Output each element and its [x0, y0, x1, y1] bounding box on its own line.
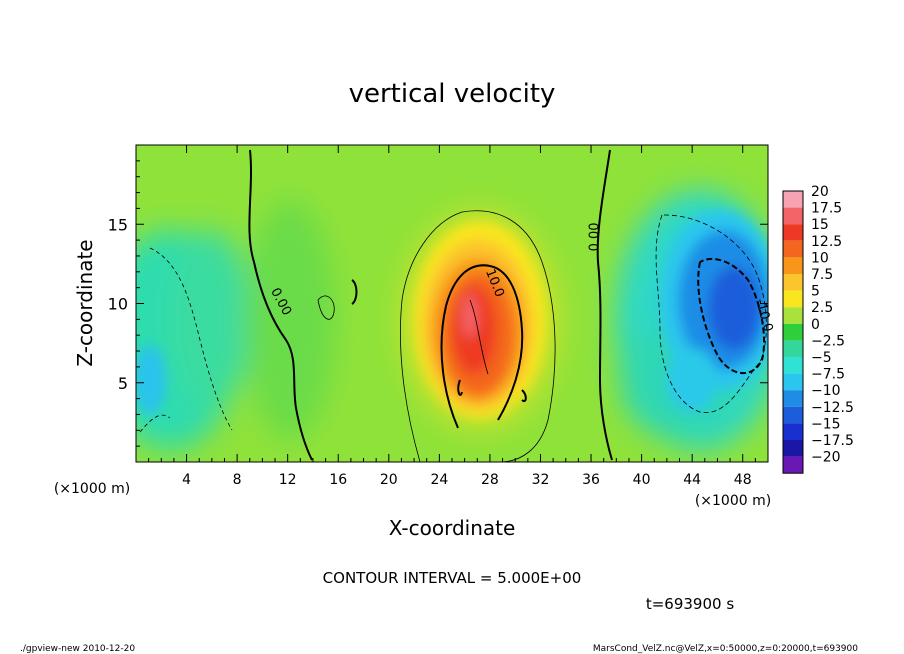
colorbar-label: 0 [811, 317, 820, 333]
colorbar-label: 7.5 [811, 267, 833, 283]
colorbar-label: 17.5 [811, 201, 842, 217]
colorbar-label: −7.5 [811, 367, 845, 383]
colorbar-cell [783, 307, 803, 324]
x-axis-ticks: 4 8 12 16 20 24 28 32 36 40 44 48 [148, 145, 756, 488]
colorbar-label: 12.5 [811, 234, 842, 250]
contour-minus-ten [697, 257, 765, 375]
plot-area [136, 145, 768, 462]
x-tick-label: 32 [532, 472, 550, 488]
colorbar-frame [782, 190, 804, 474]
colorbar-label: 2.5 [811, 300, 833, 316]
x-tick-label: 12 [279, 472, 297, 488]
chart-title: vertical velocity [349, 79, 556, 109]
x-tick-label: 28 [481, 472, 499, 488]
contour-fifteen [469, 299, 489, 375]
contour-ten [440, 264, 524, 429]
colorbar-label: −10 [811, 383, 841, 399]
colorbar-cell [783, 373, 803, 391]
colorbar-label: −17.5 [811, 433, 854, 449]
footer-right: MarsCond_VelZ.nc@VelZ,x=0:50000,z=0:2000… [593, 644, 858, 654]
colorbar-cell [783, 257, 803, 274]
x-tick-label: 8 [233, 472, 242, 488]
x-unit-left: (×1000 m) [54, 481, 130, 497]
x-tick-label: 24 [430, 472, 448, 488]
y-axis-label: Z-coordinate [73, 239, 97, 366]
colorbar-cell [783, 423, 803, 440]
x-tick-label: 20 [380, 472, 398, 488]
colorbar-label: −15 [811, 416, 841, 432]
colorbar-cell [783, 224, 803, 241]
x-tick-label: 4 [182, 472, 191, 488]
colorbar-label: −2.5 [811, 333, 845, 349]
contour-label: 0.00 [588, 222, 603, 251]
y-axis-ticks: 5 10 15 [108, 160, 768, 447]
colorbar-cell [783, 357, 803, 374]
contour-five [400, 210, 556, 462]
x-tick-label: 44 [683, 472, 701, 488]
contour-small-2 [351, 279, 358, 305]
colorbar-cell [783, 456, 803, 474]
contour-zero-left [248, 149, 313, 461]
colorbar-cell [783, 406, 803, 424]
contour-zero-right [596, 149, 613, 461]
colorbar-label: −12.5 [811, 400, 854, 416]
time-label: t=693900 s [646, 595, 734, 613]
colorbar-cell [783, 340, 803, 357]
colorbar-cell [783, 390, 803, 407]
contour-lines [139, 149, 767, 462]
x-tick-label: 48 [734, 472, 752, 488]
colorbar-cell [783, 207, 803, 225]
colorbar-label: 10 [811, 250, 829, 266]
colorbar-cell [783, 323, 803, 341]
colorbar: 2017.51512.5107.552.50−2.5−5−7.5−10−12.5… [782, 184, 854, 474]
colorbar-label: 5 [811, 284, 820, 300]
colorbar-cell [783, 290, 803, 308]
colorbar-label: 15 [811, 217, 829, 233]
y-tick-label: 10 [108, 295, 128, 314]
y-tick-label: 5 [118, 374, 128, 393]
contour-small-1 [317, 295, 335, 320]
colorbar-label: 20 [811, 184, 829, 200]
colorbar-cell [783, 274, 803, 291]
field-core-layer [136, 210, 768, 418]
contour-minus-five [655, 214, 767, 413]
footer-left: ./gpview-new 2010-12-20 [20, 644, 135, 654]
x-tick-label: 40 [633, 472, 651, 488]
contour-small-3 [457, 379, 527, 402]
x-tick-label: 16 [329, 472, 347, 488]
x-unit-right: (×1000 m) [695, 493, 771, 509]
y-tick-label: 15 [108, 215, 128, 234]
colorbar-cell [783, 440, 803, 457]
colorbar-cell [783, 240, 803, 258]
contour-interval-text: CONTOUR INTERVAL = 5.000E+00 [323, 569, 582, 587]
colorbar-cell [783, 191, 803, 208]
x-tick-label: 36 [582, 472, 600, 488]
colorbar-label: −5 [811, 350, 832, 366]
colorbar-label: −20 [811, 450, 841, 466]
x-axis-label: X-coordinate [389, 516, 516, 540]
contour-minus-five-left [139, 247, 233, 433]
